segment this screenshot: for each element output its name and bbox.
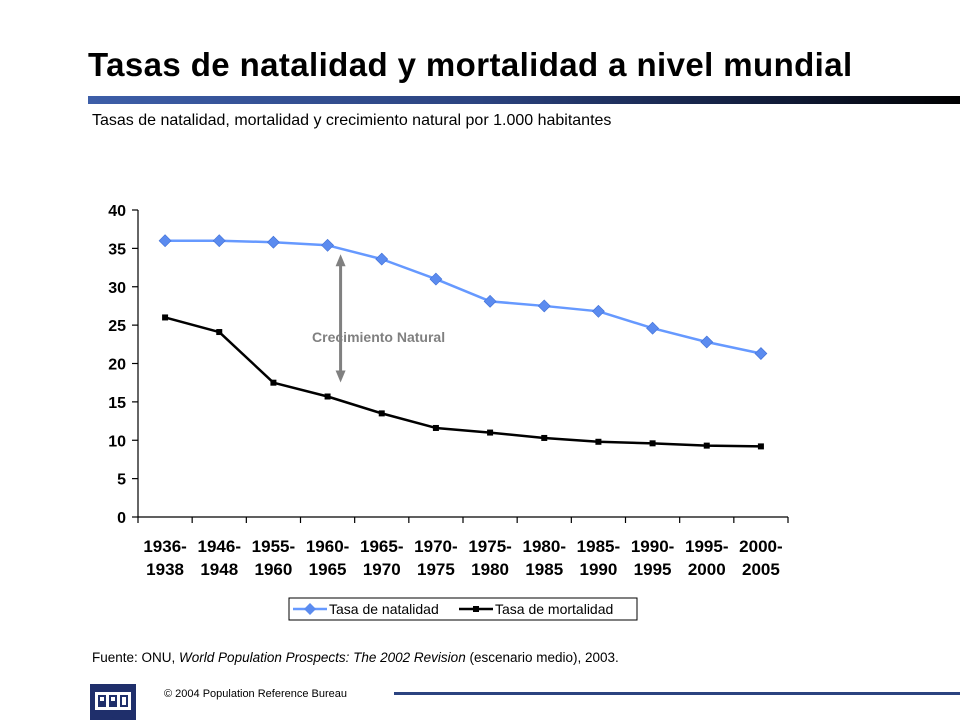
y-tick-label: 40 (108, 203, 126, 220)
x-tick-label: 1960- (306, 537, 349, 556)
annotation-arrow-down (335, 370, 346, 383)
x-axis-ticks: 1936- 1938 1946- 1948 1955- 1960 1960- 1965 1965… (137, 517, 789, 579)
series-mortalidad (162, 314, 764, 450)
data-point-mortalidad (378, 410, 385, 417)
data-point-natalidad (212, 234, 226, 248)
data-point-natalidad (700, 335, 714, 349)
logo-text: PRB (112, 717, 114, 719)
data-point-mortalidad (595, 438, 602, 445)
x-tick-label: 1995 (634, 560, 672, 579)
x-tick-label: 1985 (525, 560, 563, 579)
x-tick-label: 1980 (471, 560, 509, 579)
title-rule (88, 96, 960, 104)
x-tick-label: 1995- (685, 537, 728, 556)
y-tick-label: 10 (108, 433, 126, 450)
source-note: Fuente: ONU, World Population Prospects:… (92, 650, 619, 665)
data-point-natalidad (754, 347, 768, 360)
data-point-mortalidad (649, 440, 656, 447)
data-point-mortalidad (216, 329, 223, 336)
y-tick-label: 5 (117, 472, 126, 489)
series-line-mortalidad (164, 316, 761, 448)
data-point-natalidad (537, 299, 551, 313)
y-tick-label: 20 (108, 357, 126, 374)
x-tick-label: 1946- (198, 537, 241, 556)
x-tick-label: 1980- (523, 537, 566, 556)
data-point-natalidad (375, 252, 389, 266)
x-tick-label: 1938 (146, 560, 184, 579)
annotation-label: Crecimiento Natural (312, 329, 445, 345)
source-title: World Population Prospects: The 2002 Rev… (179, 650, 466, 665)
data-point-natalidad (591, 304, 605, 318)
y-axis-ticks: 0 5 10 15 20 25 30 35 40 (108, 203, 138, 527)
series-natalidad (158, 234, 768, 360)
y-tick-label: 35 (108, 241, 126, 258)
x-tick-label: 1970- (414, 537, 457, 556)
x-tick-label: 1975- (468, 537, 511, 556)
x-tick-label: 1936- (143, 537, 186, 556)
series-layer (158, 234, 768, 450)
legend-marker-mortalidad (473, 606, 479, 612)
x-tick-label: 1960 (255, 560, 293, 579)
x-tick-label: 1965- (360, 537, 403, 556)
chart-axes (137, 210, 788, 518)
chart-subtitle: Tasas de natalidad, mortalidad y crecimi… (92, 112, 612, 129)
natural-growth-annotation: Crecimiento Natural (312, 254, 445, 383)
prb-logo: PRB (90, 684, 136, 720)
x-tick-label: 2005 (742, 560, 780, 579)
data-point-natalidad (483, 294, 497, 308)
data-point-natalidad (266, 235, 280, 249)
x-tick-label: 2000- (739, 537, 782, 556)
data-point-natalidad (646, 321, 660, 335)
x-tick-label: 1985- (577, 537, 620, 556)
data-point-mortalidad (324, 393, 331, 400)
annotation-arrow-up (335, 254, 346, 267)
x-tick-label: 1965 (309, 560, 347, 579)
legend-marker-natalidad (304, 603, 316, 615)
data-point-natalidad (321, 238, 335, 252)
source-prefix: Fuente: ONU, (92, 650, 180, 665)
data-point-mortalidad (162, 314, 169, 321)
line-chart: 0 5 10 15 20 25 30 35 40 1936- 1938 1946- 1948 1955-… (108, 203, 789, 621)
legend-label-mortalidad: Tasa de mortalidad (495, 601, 613, 617)
data-point-mortalidad (541, 434, 548, 441)
copyright: © 2004 Population Reference Bureau (164, 688, 348, 700)
y-tick-label: 0 (117, 510, 126, 527)
series-line-natalidad (165, 239, 762, 355)
data-point-natalidad (429, 272, 443, 286)
data-point-mortalidad (432, 424, 439, 431)
source-suffix: (escenario medio), 2003. (465, 650, 619, 665)
y-tick-label: 15 (108, 395, 126, 412)
footer-rule (394, 692, 960, 695)
y-tick-label: 25 (108, 318, 126, 335)
x-tick-label: 1955- (252, 537, 295, 556)
data-point-mortalidad (270, 379, 277, 386)
data-point-natalidad (158, 234, 172, 248)
x-tick-label: 2000 (688, 560, 726, 579)
chart-legend: Tasa de natalidad Tasa de mortalidad (288, 597, 638, 621)
data-point-mortalidad (703, 442, 710, 449)
slide-title: Tasas de natalidad y mortalidad a nivel … (88, 46, 853, 83)
x-tick-label: 1975 (417, 560, 455, 579)
y-tick-label: 30 (108, 280, 126, 297)
x-tick-label: 1990- (631, 537, 674, 556)
data-point-mortalidad (487, 429, 494, 436)
x-tick-label: 1970 (363, 560, 401, 579)
x-tick-label: 1990 (580, 560, 618, 579)
x-tick-label: 1948 (200, 560, 238, 579)
legend-label-natalidad: Tasa de natalidad (329, 601, 439, 617)
data-point-mortalidad (757, 443, 764, 450)
